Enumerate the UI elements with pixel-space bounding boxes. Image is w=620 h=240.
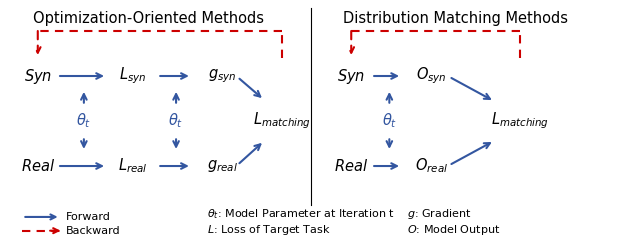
Text: $\theta_t$: $\theta_t$: [169, 112, 184, 130]
Text: $Real$: $Real$: [20, 158, 55, 174]
Text: $Syn$: $Syn$: [24, 66, 52, 85]
Text: $Syn$: $Syn$: [337, 66, 365, 85]
Text: $\theta_t$: $\theta_t$: [76, 112, 92, 130]
Text: Optimization-Oriented Methods: Optimization-Oriented Methods: [33, 11, 264, 26]
Text: $L$: Loss of Target Task: $L$: Loss of Target Task: [207, 223, 330, 237]
Text: $\theta_t$: $\theta_t$: [382, 112, 397, 130]
Text: $L_{syn}$: $L_{syn}$: [120, 66, 147, 86]
Text: $O_{syn}$: $O_{syn}$: [416, 66, 446, 86]
Text: $\theta_t$: Model Parameter at Iteration t: $\theta_t$: Model Parameter at Iteration…: [207, 207, 395, 221]
Text: $g_{syn}$: $g_{syn}$: [208, 67, 236, 85]
Text: $g$: Gradient: $g$: Gradient: [407, 207, 472, 221]
Text: Forward: Forward: [66, 212, 110, 222]
Text: $L_{matching}$: $L_{matching}$: [254, 111, 311, 131]
Text: $L_{matching}$: $L_{matching}$: [491, 111, 549, 131]
Text: $g_{real}$: $g_{real}$: [206, 158, 237, 174]
Text: $Real$: $Real$: [334, 158, 368, 174]
Text: $L_{real}$: $L_{real}$: [118, 157, 148, 175]
Text: Backward: Backward: [66, 226, 120, 236]
Text: Distribution Matching Methods: Distribution Matching Methods: [343, 11, 569, 26]
Text: $O_{real}$: $O_{real}$: [415, 157, 448, 175]
Text: $O$: Model Output: $O$: Model Output: [407, 223, 500, 237]
